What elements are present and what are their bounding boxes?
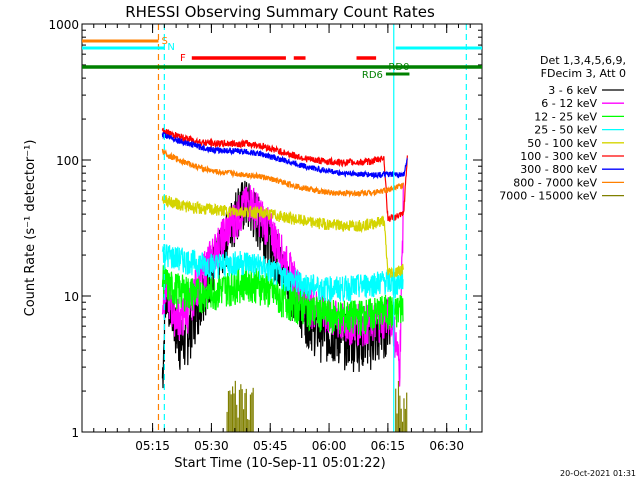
series-line-3	[161, 244, 404, 303]
legend-label-4: 50 - 100 keV	[527, 137, 597, 150]
y-tick-label: 1	[71, 426, 79, 440]
series-lines	[157, 24, 467, 432]
legend: Det 1,3,4,5,6,9,FDecim 3, Att 0 3 - 6 keV…	[499, 54, 626, 203]
y-tick-label: 1000	[48, 18, 79, 32]
top-label-3: RD0	[388, 62, 409, 73]
y-tick-label: 10	[64, 290, 79, 304]
footer-date: 20-Oct-2021 01:31	[560, 469, 636, 478]
legend-label-2: 12 - 25 keV	[534, 110, 597, 123]
series-line-6	[161, 132, 408, 180]
legend-label-0: 3 - 6 keV	[548, 84, 597, 97]
series-line-5	[161, 127, 408, 222]
legend-label-6: 300 - 800 keV	[520, 163, 597, 176]
x-axis-label: Start Time (10-Sep-11 05:01:22)	[174, 456, 385, 471]
legend-label-7: 800 - 7000 keV	[513, 176, 597, 189]
legend-label-1: 6 - 12 keV	[541, 97, 597, 110]
x-tick-label: 05:15	[135, 439, 170, 453]
y-axis-ticks: 1 10 100 1000	[48, 18, 482, 440]
x-tick-label: 06:00	[312, 439, 347, 453]
top-label-4: RD6	[362, 70, 383, 81]
legend-label-5: 100 - 300 keV	[520, 150, 597, 163]
legend-header-0: Det 1,3,4,5,6,9,	[540, 54, 626, 67]
x-tick-label: 06:30	[429, 439, 464, 453]
legend-label-3: 25 - 50 keV	[534, 124, 597, 137]
top-label-2: F	[180, 53, 186, 64]
series-line-4	[161, 194, 404, 278]
plot-background	[82, 24, 482, 432]
y-axis-label: Count Rate (s⁻¹ detector⁻¹)	[23, 140, 38, 317]
y-tick-label: 100	[56, 154, 79, 168]
legend-header-1: FDecim 3, Att 0	[541, 67, 626, 80]
top-label-1: N	[167, 42, 174, 53]
chart-title: RHESSI Observing Summary Count Rates	[125, 3, 435, 21]
series-line-7	[161, 148, 404, 198]
annotations: SNF RD0 RD6	[82, 36, 482, 81]
x-tick-label: 06:15	[371, 439, 406, 453]
plot-area	[82, 24, 482, 432]
x-tick-label: 05:30	[194, 439, 229, 453]
x-tick-label: 05:45	[253, 439, 288, 453]
top-label-0: S	[161, 36, 167, 47]
legend-label-8: 7000 - 15000 keV	[499, 190, 597, 203]
x-axis-ticks: 05:15 05:30 05:45 06:00 06:15 06:30	[81, 24, 483, 453]
